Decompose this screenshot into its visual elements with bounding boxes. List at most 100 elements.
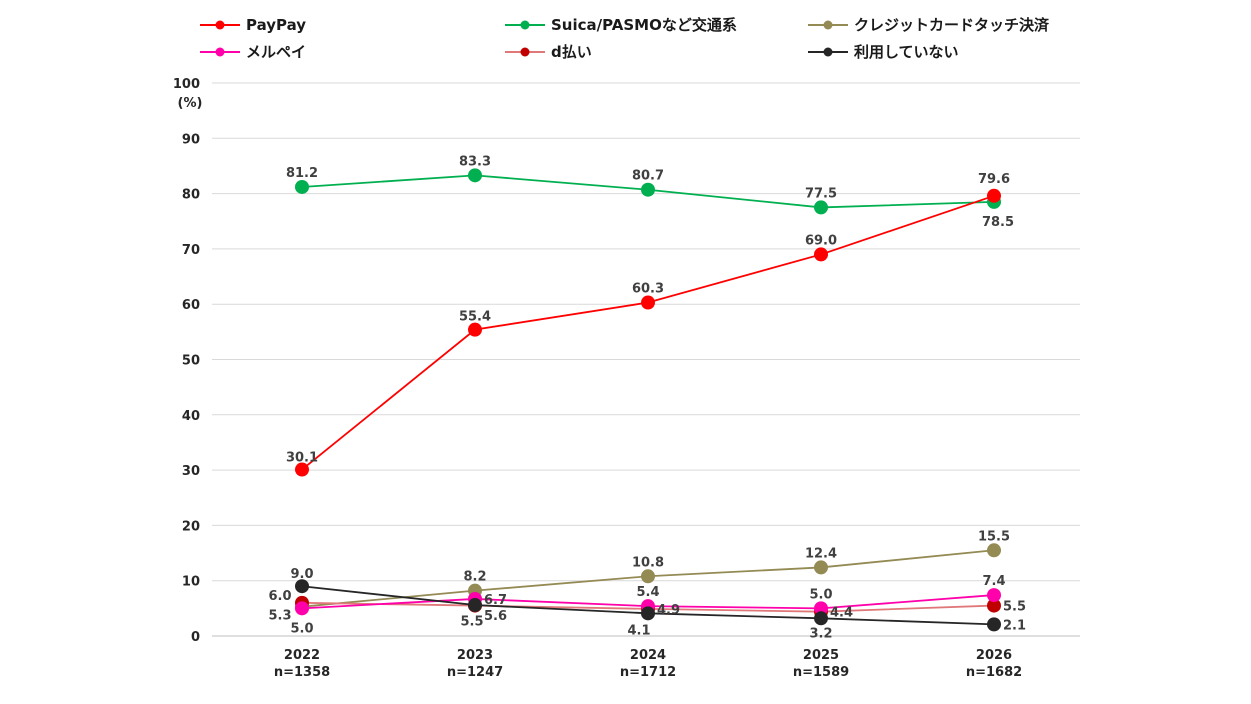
y-tick-label: 20 [182, 519, 200, 534]
series-line [301, 194, 995, 471]
data-label: 6.0 [268, 589, 291, 604]
data-point [468, 598, 482, 613]
x-axis-ticks: 2022 n=1358 2023 n=1247 2024 n=1712 2025 n=1589… [274, 648, 1022, 680]
x-tick-n: n=1247 [447, 665, 503, 680]
data-point [295, 462, 309, 477]
data-label: 5.5 [1003, 600, 1026, 615]
data-label: 10.8 [632, 555, 664, 570]
data-label: 7.4 [982, 574, 1005, 589]
y-tick-label: 10 [182, 575, 200, 590]
y-tick-label: 30 [182, 464, 200, 479]
data-point [987, 588, 1001, 603]
legend-swatch-marker [215, 47, 225, 57]
data-point [295, 601, 309, 616]
series-points [295, 168, 1001, 632]
data-point [468, 168, 482, 183]
data-labels: 30.1 55.4 60.3 69.0 79.6 81.2 83.3 80.7 77.5 78.5… [268, 154, 1026, 641]
data-point [987, 543, 1001, 558]
legend-label: Suica/PASMOなど交通系 [551, 16, 737, 34]
data-point [987, 617, 1001, 632]
data-label: 69.0 [805, 233, 837, 248]
data-label: 83.3 [459, 154, 491, 169]
legend-item: 利用していない [808, 43, 959, 61]
legend-item: メルペイ [200, 43, 306, 61]
data-label: 15.5 [978, 529, 1010, 544]
data-label: 5.0 [809, 587, 832, 602]
y-tick-label: 0 [191, 630, 200, 645]
y-axis-unit-label: (%) [178, 96, 203, 111]
legend-label: 利用していない [854, 43, 959, 61]
x-tick-year: 2023 [457, 648, 493, 663]
x-tick-year: 2025 [803, 648, 839, 663]
data-label: 12.4 [805, 546, 837, 561]
y-tick-label: 80 [182, 188, 200, 203]
data-point [987, 598, 1001, 613]
legend-label: PayPay [246, 16, 306, 34]
data-point [987, 188, 1001, 203]
data-point [814, 601, 828, 616]
data-label: 9.0 [290, 567, 313, 582]
data-label: 4.9 [657, 603, 680, 618]
data-label: 77.5 [805, 186, 837, 201]
data-label: 4.1 [627, 623, 650, 638]
legend-swatch-marker [520, 20, 530, 30]
legend-item: クレジットカードタッチ決済 [808, 16, 1050, 34]
data-label: 78.5 [982, 215, 1014, 230]
data-label: 79.6 [978, 172, 1010, 187]
data-point [641, 182, 655, 197]
data-label: 2.1 [1003, 618, 1026, 633]
data-point [641, 295, 655, 310]
x-tick-n: n=1712 [620, 665, 676, 680]
data-label: 80.7 [632, 169, 664, 184]
legend-swatch-marker [215, 20, 225, 30]
y-tick-label: 100 [173, 77, 200, 92]
data-label: 55.4 [459, 310, 491, 325]
legend-swatch-marker [520, 47, 530, 57]
data-label: 60.3 [632, 282, 664, 297]
data-point [814, 611, 828, 626]
data-label: 6.7 [484, 593, 507, 608]
data-point [641, 606, 655, 621]
legend-item: d払い [505, 43, 592, 61]
data-point [641, 569, 655, 584]
x-tick-n: n=1589 [793, 665, 849, 680]
x-tick-year: 2026 [976, 648, 1012, 663]
data-point [814, 200, 828, 215]
y-tick-label: 50 [182, 354, 200, 369]
legend-item: Suica/PASMOなど交通系 [505, 16, 737, 34]
data-point [295, 179, 309, 194]
data-label: 4.4 [830, 606, 853, 621]
x-tick-year: 2024 [630, 648, 666, 663]
data-point [468, 322, 482, 337]
y-tick-label: 60 [182, 298, 200, 313]
gridlines [212, 82, 1080, 637]
legend-swatch-marker [823, 47, 833, 57]
legend-label: クレジットカードタッチ決済 [854, 16, 1050, 34]
data-point [814, 560, 828, 575]
data-label: 8.2 [463, 570, 486, 585]
x-tick-n: n=1358 [274, 665, 330, 680]
data-point [295, 579, 309, 594]
x-tick-n: n=1682 [966, 665, 1022, 680]
data-label: 5.6 [484, 609, 507, 624]
data-label: 5.5 [460, 615, 483, 630]
y-tick-label: 70 [182, 243, 200, 258]
data-label: 30.1 [286, 451, 318, 466]
legend-swatch-marker [823, 20, 833, 30]
y-tick-label: 40 [182, 409, 200, 424]
legend-label: d払い [551, 43, 592, 61]
legend-label: メルペイ [246, 43, 306, 61]
data-label: 3.2 [809, 626, 832, 641]
y-tick-label: 90 [182, 132, 200, 147]
legend-item: PayPay [200, 16, 306, 34]
data-point [814, 247, 828, 262]
y-axis-ticks: 0 10 20 30 40 50 60 70 80 90 100 [173, 77, 200, 645]
data-label: 5.0 [290, 621, 313, 636]
x-tick-year: 2022 [284, 648, 320, 663]
data-label: 5.3 [268, 609, 291, 624]
data-label: 5.4 [636, 585, 659, 600]
data-label: 81.2 [286, 166, 318, 181]
